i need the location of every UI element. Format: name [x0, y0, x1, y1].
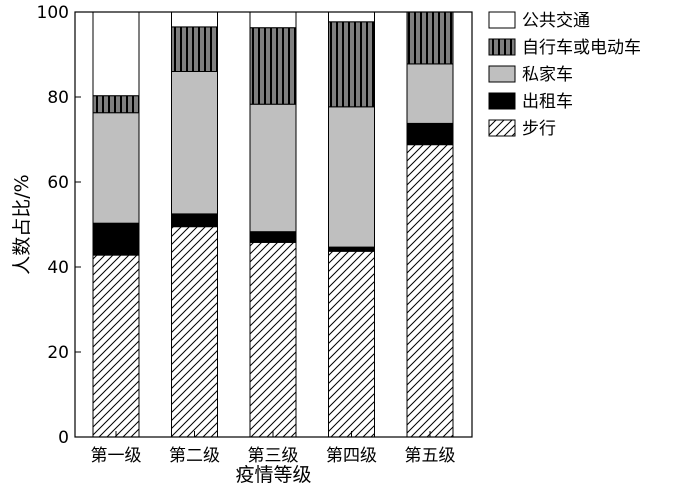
y-tick-label-3: 60: [47, 173, 69, 193]
bar-segment-series-0-cat-2: [249, 241, 297, 438]
legend-swatch-series-2: [488, 65, 516, 83]
bar-segment-series-4-cat-1: [171, 11, 218, 28]
legend-label-series-0: 步行: [522, 119, 556, 139]
legend-swatch-series-0: [488, 119, 516, 137]
legend-label-series-4: 公共交通: [522, 11, 590, 31]
legend-label-series-3: 自行车或电动车: [522, 38, 641, 58]
y-axis-title: 人数占比/%: [11, 174, 33, 274]
x-tick-label-1: 第二级: [169, 446, 220, 466]
x-axis-title: 疫情等级: [235, 464, 311, 486]
y-tick-label-5: 100: [37, 3, 69, 23]
bar-segment-series-2-cat-3: [328, 106, 375, 248]
bar-segment-series-2-cat-4: [406, 63, 454, 124]
bar-segment-series-3-cat-2: [249, 27, 297, 105]
x-tick-label-2: 第三级: [248, 446, 299, 466]
legend-label-series-2: 私家车: [522, 65, 573, 85]
bar-segment-series-0-cat-3: [328, 250, 375, 438]
legend-swatch-series-1: [488, 92, 516, 110]
bar-segment-series-4-cat-2: [249, 11, 297, 29]
y-tick-label-0: 0: [58, 428, 69, 448]
legend-swatch-series-3: [488, 38, 516, 56]
bar-segment-series-3-cat-1: [171, 26, 218, 72]
bar-segment-series-0-cat-4: [406, 144, 454, 438]
x-tick-label-0: 第一级: [91, 446, 142, 466]
y-tick-label-1: 20: [47, 343, 69, 363]
bar-segment-series-2-cat-1: [171, 71, 218, 215]
bar-segment-series-1-cat-1: [171, 213, 218, 228]
bar-segment-series-4-cat-3: [328, 11, 375, 23]
bar-segment-series-0-cat-0: [92, 254, 140, 438]
bars-layer: [92, 11, 454, 438]
bar-segment-series-3-cat-4: [406, 11, 454, 65]
x-tick-label-4: 第五级: [405, 446, 456, 466]
bar-segment-series-0-cat-1: [171, 226, 218, 438]
bar-segment-series-3-cat-3: [328, 21, 375, 108]
y-tick-label-2: 40: [47, 258, 69, 278]
legend-label-series-1: 出租车: [522, 92, 573, 112]
bar-segment-series-2-cat-0: [92, 112, 140, 224]
x-tick-label-3: 第四级: [326, 446, 377, 466]
bar-segment-series-4-cat-0: [92, 11, 140, 97]
bar-segment-series-3-cat-0: [92, 95, 140, 114]
bar-segment-series-1-cat-3: [328, 246, 375, 252]
y-tick-label-4: 80: [47, 88, 69, 108]
bar-segment-series-1-cat-0: [92, 222, 140, 256]
bar-segment-series-1-cat-4: [406, 122, 454, 146]
legend-swatch-series-4: [488, 11, 516, 29]
bar-segment-series-2-cat-2: [249, 103, 297, 233]
bar-segment-series-1-cat-2: [249, 231, 297, 243]
